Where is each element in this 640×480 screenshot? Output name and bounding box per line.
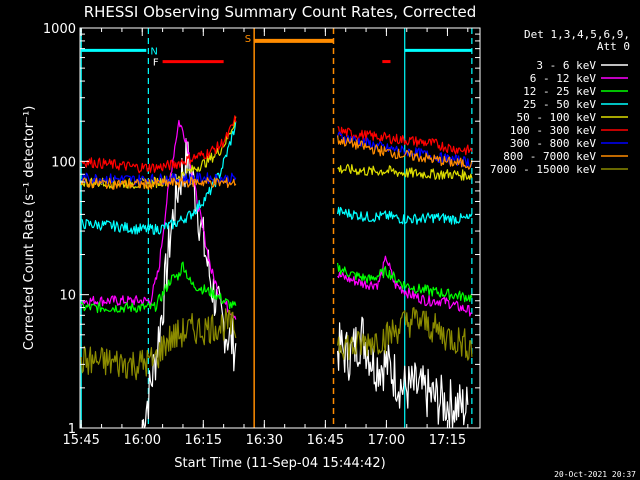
series-line <box>80 307 473 381</box>
series-lines <box>80 115 473 429</box>
night-label: N <box>150 46 157 57</box>
legend-label: 100 - 300 keV <box>510 124 596 137</box>
x-tick-label: 17:15 <box>429 433 466 448</box>
legend-label: 12 - 25 keV <box>523 85 596 98</box>
legend-label: 7000 - 15000 keV <box>490 163 596 176</box>
y-tick-label: 1 <box>68 422 76 437</box>
plot-frame <box>79 27 481 429</box>
x-tick-label: 17:00 <box>368 433 405 448</box>
legend-label: 6 - 12 keV <box>530 72 597 85</box>
y-tick-label: 10 <box>59 289 76 304</box>
flare-label: F <box>153 58 159 69</box>
series-line <box>80 115 473 174</box>
legend-header: Att 0 <box>597 40 630 53</box>
y-tick-label: 100 <box>51 155 76 170</box>
series-line <box>80 135 473 190</box>
axes: 15:45 16:00 16:15 16:30 16:45 17:00 17:15 1 10 10… <box>43 22 480 448</box>
x-tick-label: 16:00 <box>124 433 161 448</box>
chart-title: RHESSI Observing Summary Count Rates, Co… <box>84 3 477 21</box>
x-axis-label: Start Time (11-Sep-04 15:44:42) <box>174 456 385 471</box>
legend-label: 300 - 800 keV <box>510 137 596 150</box>
footer-date: 20-Oct-2021 20:37 <box>554 470 636 479</box>
x-tick-label: 15:45 <box>62 433 99 448</box>
legend-label: 50 - 100 keV <box>517 111 597 124</box>
legend-label: 25 - 50 keV <box>523 98 596 111</box>
y-tick-label: 1000 <box>43 22 76 37</box>
series-line <box>80 119 473 320</box>
legend-label: 800 - 7000 keV <box>503 150 596 163</box>
x-tick-label: 16:15 <box>185 433 222 448</box>
series-line <box>80 120 473 235</box>
legend-label: 3 - 6 keV <box>536 59 596 72</box>
observation-markers: S NF <box>80 28 473 428</box>
x-tick-label: 16:45 <box>307 433 344 448</box>
x-tick-label: 16:30 <box>246 433 283 448</box>
legend-header: Det 1,3,4,5,6,9, <box>524 28 630 41</box>
saa-label: S <box>245 34 251 45</box>
series-line <box>80 261 473 314</box>
y-axis-label: Corrected Count Rate (s⁻¹ detector⁻¹) <box>22 106 37 351</box>
